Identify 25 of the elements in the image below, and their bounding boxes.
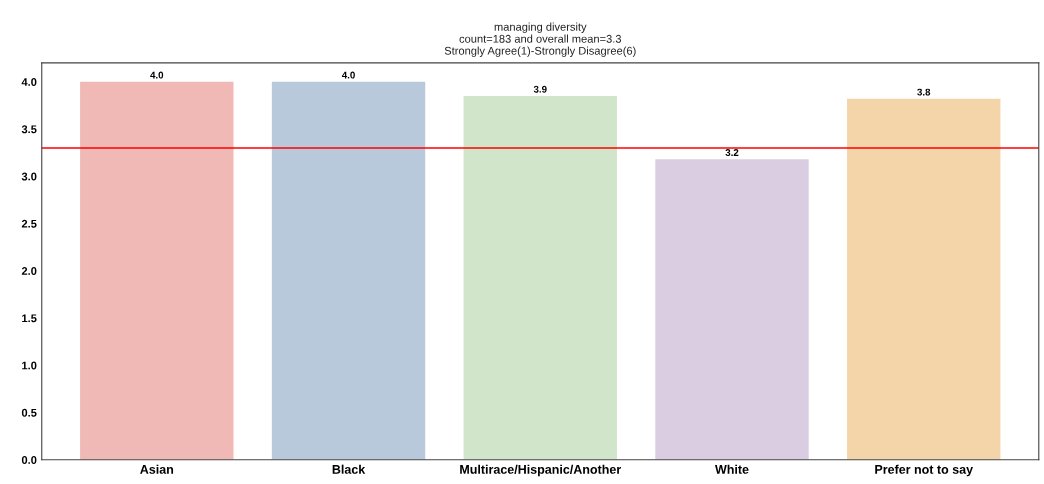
y-tick-label: 1.5 [22,314,37,323]
y-tick-label: 3.5 [21,125,37,134]
y-tick-label: 2.5 [21,219,37,228]
bar [847,98,1001,460]
data-label: 3.8 [917,88,931,96]
y-tick-label: 0.5 [21,408,37,417]
y-tick-label: 1.0 [22,361,37,370]
y-tick-label: 4.0 [21,78,37,86]
x-tick-label: Asian [140,464,174,474]
bar [271,81,426,460]
y-tick-label: 2.0 [21,267,37,275]
x-tick-label: Multirace/Hispanic/Another [460,464,621,477]
chart-title: managing diversity count=183 and overall mean=3.3 Strongly Agree(1)-Strongly Disagree(6) [444,22,636,57]
bar [80,81,234,460]
y-tick-label: 0.0 [21,456,37,464]
data-label: 4.0 [341,71,355,79]
x-tick-label: Black [332,464,366,474]
bar [655,159,809,460]
data-label: 3.2 [725,149,739,157]
x-tick-label: White [715,464,749,474]
x-tick-label: Prefer not to say [875,464,973,477]
data-label: 3.9 [533,85,547,93]
y-tick-label: 3.0 [21,172,37,181]
data-label: 4.0 [150,71,164,79]
bar [463,95,617,460]
